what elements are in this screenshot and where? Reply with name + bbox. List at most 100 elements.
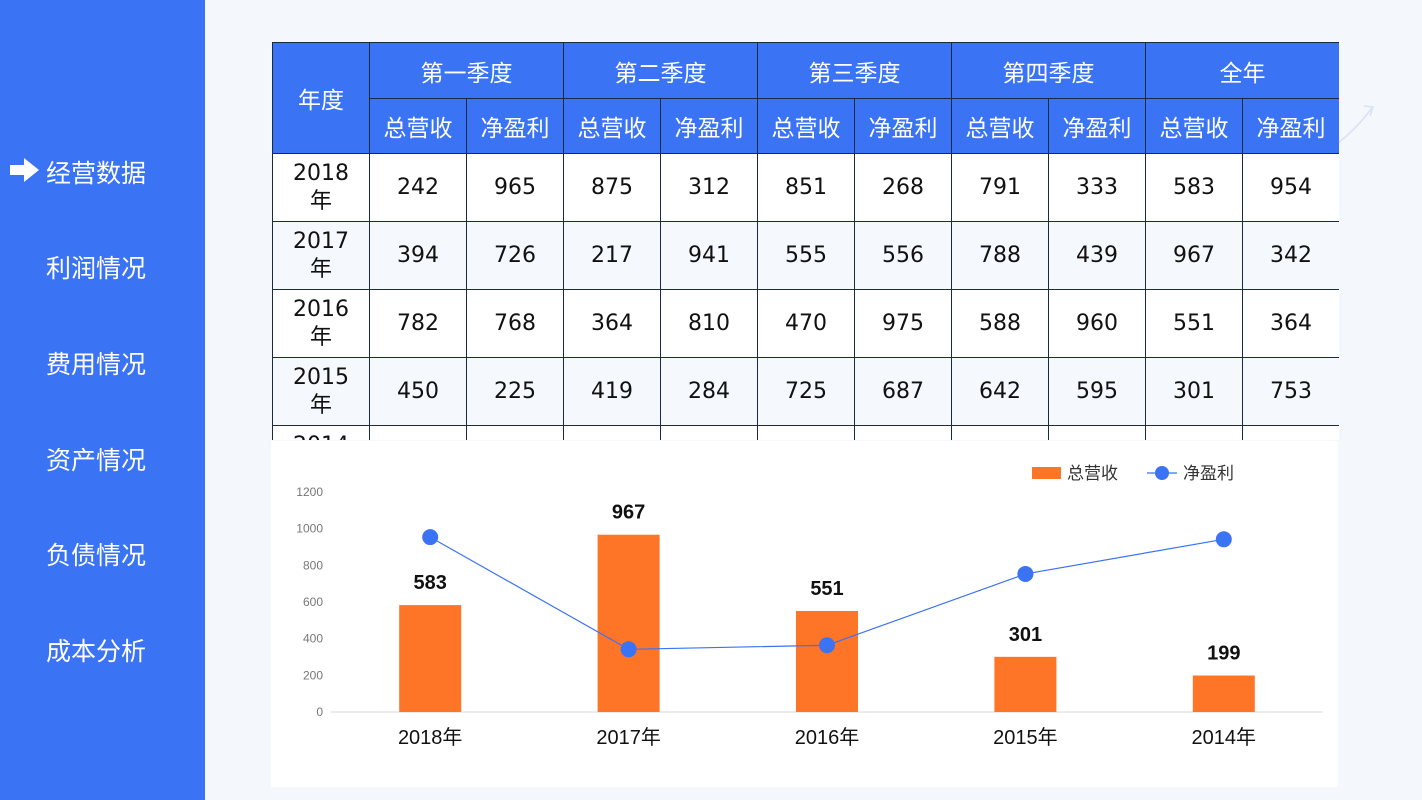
sidebar: 经营数据利润情况费用情况资产情况负债情况成本分析 (0, 0, 205, 800)
sidebar-item-6[interactable]: 成本分析 (0, 623, 205, 673)
value-cell: 419 (563, 357, 661, 426)
value-cell: 791 (951, 153, 1049, 222)
year-cell: 2016 年 (272, 289, 370, 358)
sidebar-item-label: 利润情况 (46, 254, 147, 283)
year-cell: 2018 年 (272, 153, 370, 222)
value-cell (951, 425, 1049, 440)
bar-value-label: 551 (810, 578, 843, 600)
table-row: 2017 年 394 726 217 941 555 556 788 439 967 342 (272, 221, 1339, 290)
header-row-quarters: 年度 第一季度 第二季度 第三季度 第四季度 全年 (272, 42, 1339, 154)
value-cell (854, 425, 952, 440)
profit-point (819, 637, 835, 654)
quarter-header: 第三季度 (757, 42, 952, 99)
bar-revenue (994, 656, 1057, 712)
revenue-header: 总营收 (757, 98, 855, 154)
year-cell: 2017 年 (272, 221, 370, 290)
y-tick-label: 200 (303, 668, 323, 682)
sidebar-item-3[interactable]: 费用情况 (0, 336, 205, 386)
value-cell: 450 (369, 357, 467, 426)
bar-revenue (597, 534, 660, 712)
value-cell: 965 (466, 153, 564, 222)
value-cell: 753 (1242, 357, 1339, 426)
bar-revenue (1192, 675, 1255, 712)
operations-data-table: 年度 第一季度 第二季度 第三季度 第四季度 全年 总营收 净盈利 总营收 净盈利 总营收 净盈利 总营… (272, 42, 1339, 440)
sidebar-item-2[interactable]: 利润情况 (0, 240, 205, 290)
sidebar-item-4[interactable]: 资产情况 (0, 432, 205, 482)
y-tick-label: 400 (303, 632, 323, 646)
data-table-container[interactable]: 年度 第一季度 第二季度 第三季度 第四季度 全年 总营收 净盈利 总营收 净盈利 总营收 净盈利 总营… (272, 42, 1339, 440)
profit-header: 净盈利 (466, 98, 564, 154)
value-cell (466, 425, 564, 440)
year-number: 2014 (273, 432, 369, 441)
year-suffix: 年 (309, 188, 332, 214)
year-suffix: 年 (309, 392, 332, 418)
right-arrow-icon (10, 158, 39, 182)
sidebar-item-label: 资产情况 (46, 446, 147, 475)
value-cell: 726 (466, 221, 564, 290)
y-tick-label: 1200 (296, 485, 323, 499)
value-cell: 954 (1242, 153, 1339, 222)
quarter-header: 第四季度 (951, 42, 1146, 99)
value-cell: 588 (951, 289, 1049, 358)
bar-revenue (399, 605, 462, 712)
x-tick-label: 2015年 (993, 726, 1058, 749)
value-cell (1048, 425, 1146, 440)
sidebar-item-5[interactable]: 负债情况 (0, 527, 205, 577)
sidebar-item-label: 经营数据 (46, 159, 147, 188)
quarter-header: 第一季度 (369, 42, 564, 99)
value-cell (660, 425, 758, 440)
profit-point (620, 641, 637, 658)
value-cell: 960 (1048, 289, 1146, 358)
value-cell (1145, 425, 1243, 440)
profit-point (1215, 531, 1232, 548)
value-cell: 556 (854, 221, 952, 290)
legend-bar-swatch (1032, 467, 1061, 479)
value-cell: 975 (854, 289, 952, 358)
sidebar-item-label: 费用情况 (46, 350, 147, 379)
year-suffix: 年 (309, 256, 332, 282)
value-cell (1242, 425, 1339, 440)
bar-value-label: 583 (414, 572, 447, 594)
profit-header: 净盈利 (660, 98, 758, 154)
value-cell: 284 (660, 357, 758, 426)
table-row: 2014年 (272, 425, 1339, 441)
value-cell: 810 (660, 289, 758, 358)
y-tick-label: 1000 (296, 522, 323, 536)
year-cell: 2014年 (272, 425, 370, 441)
profit-header: 净盈利 (854, 98, 952, 154)
table-row: 2015 年 450 225 419 284 725 687 642 595 301 753 (272, 357, 1339, 426)
value-cell: 301 (1145, 357, 1243, 426)
value-cell: 364 (563, 289, 661, 358)
legend-label-profit: 净盈利 (1183, 464, 1234, 483)
value-cell: 595 (1048, 357, 1146, 426)
year-number: 2016 (293, 296, 349, 322)
year-column-header: 年度 (272, 42, 370, 154)
value-cell: 941 (660, 221, 758, 290)
value-cell: 439 (1048, 221, 1146, 290)
value-cell: 225 (466, 357, 564, 426)
x-tick-label: 2017年 (596, 726, 661, 749)
value-cell: 875 (563, 153, 661, 222)
sidebar-item-label: 成本分析 (46, 637, 147, 666)
value-cell: 555 (757, 221, 855, 290)
x-tick-label: 2016年 (795, 726, 860, 749)
legend-line-marker (1155, 466, 1169, 480)
value-cell: 470 (757, 289, 855, 358)
table-row: 2018 年 242 965 875 312 851 268 791 333 583 954 (272, 153, 1339, 222)
value-cell: 583 (1145, 153, 1243, 222)
value-cell: 342 (1242, 221, 1339, 290)
year-number: 2018 (293, 160, 349, 186)
revenue-header: 总营收 (1145, 98, 1243, 154)
value-cell: 687 (854, 357, 952, 426)
value-cell: 268 (854, 153, 952, 222)
value-cell: 782 (369, 289, 467, 358)
value-cell: 967 (1145, 221, 1243, 290)
revenue-header: 总营收 (951, 98, 1049, 154)
value-cell: 333 (1048, 153, 1146, 222)
profit-header: 净盈利 (1048, 98, 1146, 154)
value-cell: 642 (951, 357, 1049, 426)
sidebar-item-1[interactable]: 经营数据 (0, 145, 205, 195)
value-cell (369, 425, 467, 440)
value-cell: 851 (757, 153, 855, 222)
x-tick-label: 2018年 (398, 726, 463, 749)
